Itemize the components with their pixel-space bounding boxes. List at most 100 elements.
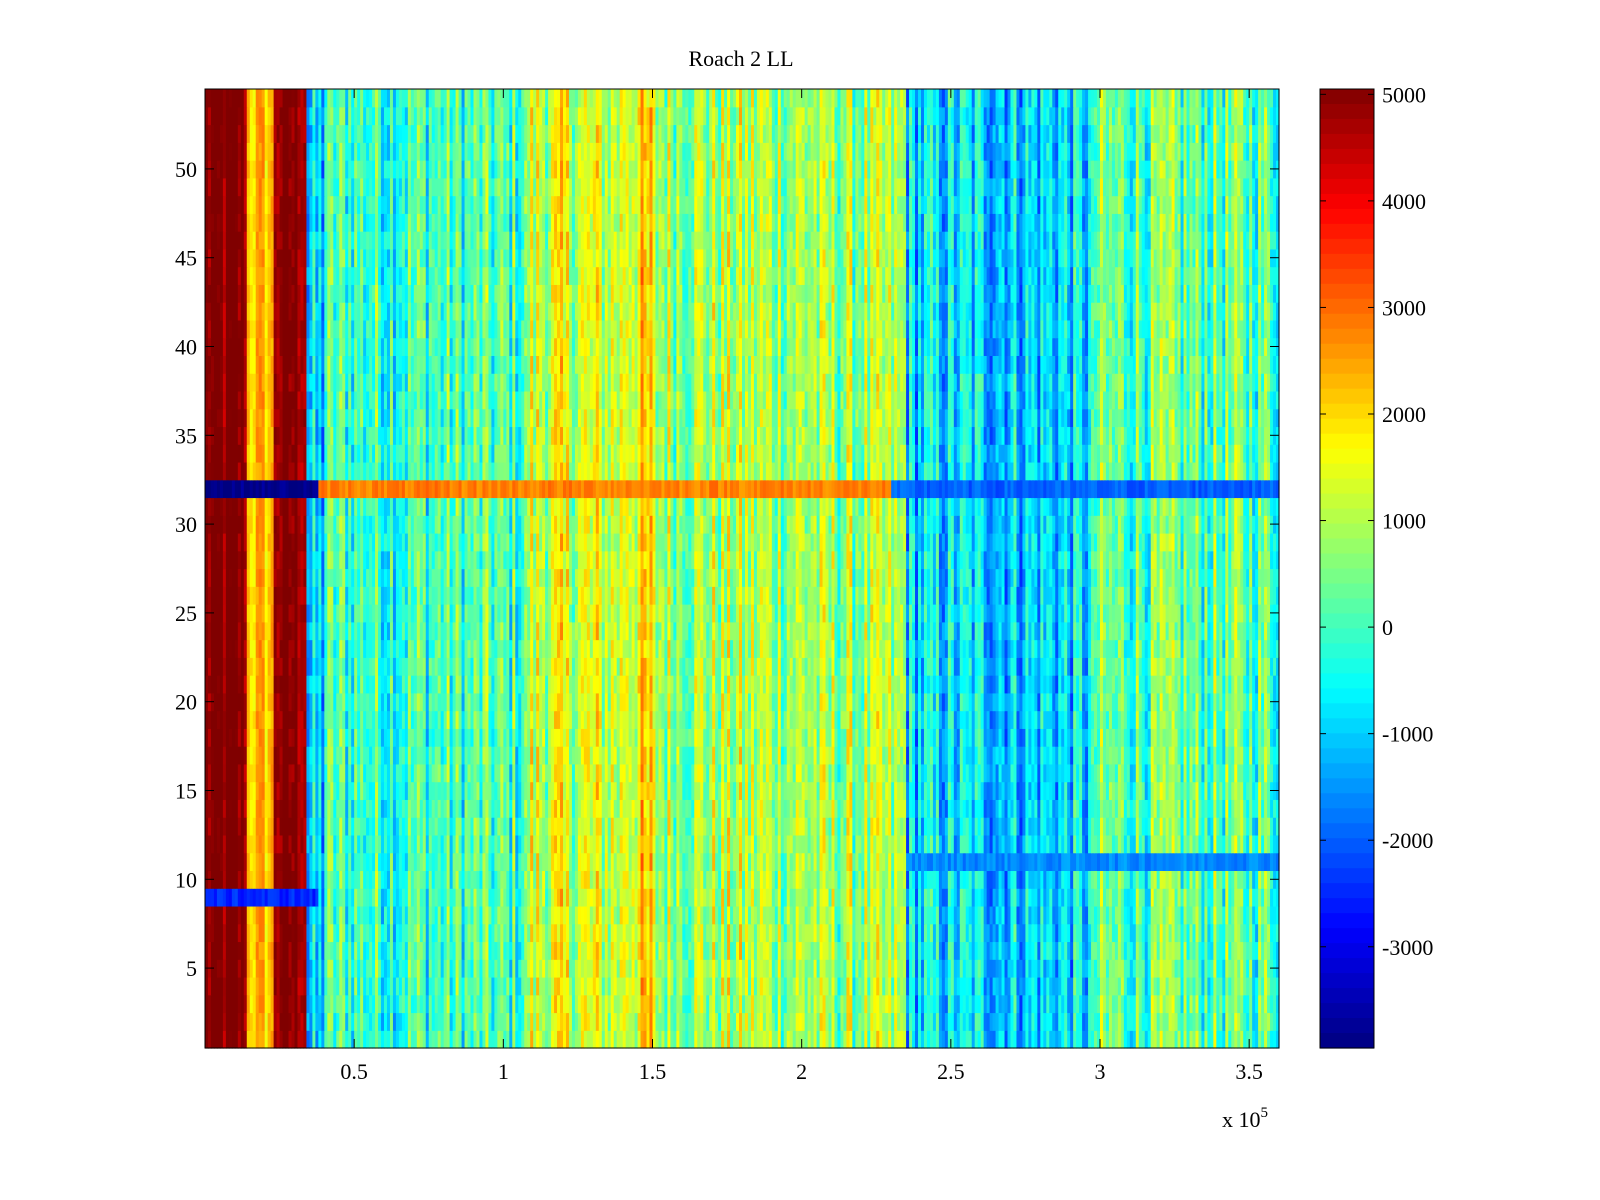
heatmap-cell: [333, 959, 337, 978]
heatmap-cell: [255, 1012, 260, 1031]
heatmap-cell: [351, 941, 355, 960]
heatmap-cell: [207, 994, 212, 1014]
heatmap-cell: [634, 959, 639, 978]
heatmap-cell: [900, 959, 904, 978]
heatmap-cell: [219, 1030, 224, 1049]
heatmap-cell: [1174, 976, 1179, 996]
heatmap-cell: [834, 994, 839, 1014]
heatmap-cell: [774, 959, 779, 978]
heatmap-cell: [318, 976, 322, 996]
heatmap-cell: [1129, 1012, 1134, 1031]
heatmap-cell: [509, 941, 513, 960]
heatmap-cell: [816, 941, 821, 960]
heatmap-cell: [369, 1030, 373, 1049]
heatmap-cell: [461, 976, 466, 996]
heatmap-cell: [625, 941, 630, 960]
heatmap-cell: [1034, 941, 1038, 960]
heatmap-cell: [771, 976, 776, 996]
heatmap-cell: [485, 959, 490, 978]
heatmap-cell: [855, 1012, 859, 1031]
heatmap-cell: [822, 959, 827, 978]
heatmap-cell: [324, 976, 328, 996]
heatmap-cell: [509, 1012, 513, 1031]
heatmap-cell: [592, 959, 597, 978]
heatmap-cell: [1144, 941, 1149, 960]
heatmap-cell: [1052, 1030, 1056, 1049]
heatmap-cell: [589, 976, 594, 996]
heatmap-cell: [861, 994, 865, 1014]
heatmap-cell: [571, 959, 576, 978]
heatmap-cell: [992, 1012, 997, 1031]
heatmap-cell: [688, 994, 692, 1014]
heatmap-cell: [443, 994, 448, 1014]
heatmap-cell: [1004, 959, 1009, 978]
heatmap-cell: [249, 959, 254, 978]
heatmap-cell: [980, 976, 985, 996]
heatmap-cell: [321, 941, 325, 960]
heatmap-cell: [912, 1030, 916, 1049]
heatmap-cell: [700, 959, 704, 978]
heatmap-cell: [801, 976, 806, 996]
heatmap-cell: [1111, 941, 1116, 960]
heatmap-cell: [386, 1030, 391, 1049]
heatmap-cell: [932, 1030, 937, 1049]
heatmap-cell: [354, 959, 358, 978]
heatmap-cell: [1094, 959, 1098, 978]
heatmap-cell: [604, 994, 609, 1014]
heatmap-cell: [712, 959, 716, 978]
heatmap-cell: [825, 976, 830, 996]
heatmap-cell: [843, 976, 848, 996]
heatmap-cell: [1228, 1030, 1232, 1049]
heatmap-cell: [1049, 959, 1053, 978]
heatmap-cell: [315, 1030, 319, 1049]
heatmap-cell: [336, 959, 340, 978]
heatmap-cell: [312, 976, 316, 996]
heatmap-cell: [1159, 1030, 1164, 1049]
heatmap-cell: [906, 941, 910, 960]
heatmap-cell: [1156, 959, 1161, 978]
heatmap-cell: [962, 976, 967, 996]
heatmap-cell: [819, 1030, 824, 1049]
heatmap-cell: [500, 959, 504, 978]
heatmap-cell: [989, 1012, 994, 1031]
heatmap-cell: [422, 959, 427, 978]
heatmap-cell: [321, 976, 325, 996]
heatmap-cell: [398, 994, 403, 1014]
heatmap-cell: [303, 976, 308, 996]
heatmap-cell: [258, 976, 263, 996]
heatmap-cell: [551, 1012, 555, 1031]
heatmap-cell: [506, 1012, 510, 1031]
heatmap-cell: [834, 976, 839, 996]
heatmap-cell: [706, 941, 710, 960]
heatmap-cell: [697, 976, 701, 996]
heatmap-cell: [309, 1030, 313, 1049]
heatmap-cell: [1105, 941, 1110, 960]
heatmap-cell: [533, 1012, 537, 1031]
heatmap-cell: [1049, 994, 1053, 1014]
heatmap-cell: [1129, 1030, 1134, 1049]
heatmap-cell: [912, 976, 916, 996]
heatmap-cell: [521, 1030, 525, 1049]
heatmap-cell: [897, 1012, 901, 1031]
heatmap-cell: [1162, 941, 1167, 960]
heatmap-cell: [574, 1030, 579, 1049]
heatmap-cell: [392, 1012, 397, 1031]
heatmap-cell: [727, 994, 731, 1014]
heatmap-cell: [932, 959, 937, 978]
heatmap-cell: [327, 1030, 331, 1049]
heatmap-cell: [706, 1012, 710, 1031]
heatmap-cell: [1031, 1030, 1035, 1049]
heatmap-cell: [339, 1030, 343, 1049]
heatmap-cell: [861, 1030, 865, 1049]
heatmap-cell: [616, 976, 621, 996]
heatmap-cell: [897, 1030, 901, 1049]
heatmap-cell: [977, 994, 982, 1014]
heatmap-cell: [485, 994, 490, 1014]
heatmap-cell: [607, 994, 612, 1014]
heatmap-cell: [601, 1030, 606, 1049]
heatmap-cell: [1219, 959, 1223, 978]
heatmap-cell: [1204, 1030, 1208, 1049]
heatmap-cell: [980, 1030, 985, 1049]
heatmap-cell: [580, 994, 585, 1014]
heatmap-cell: [1249, 976, 1253, 996]
